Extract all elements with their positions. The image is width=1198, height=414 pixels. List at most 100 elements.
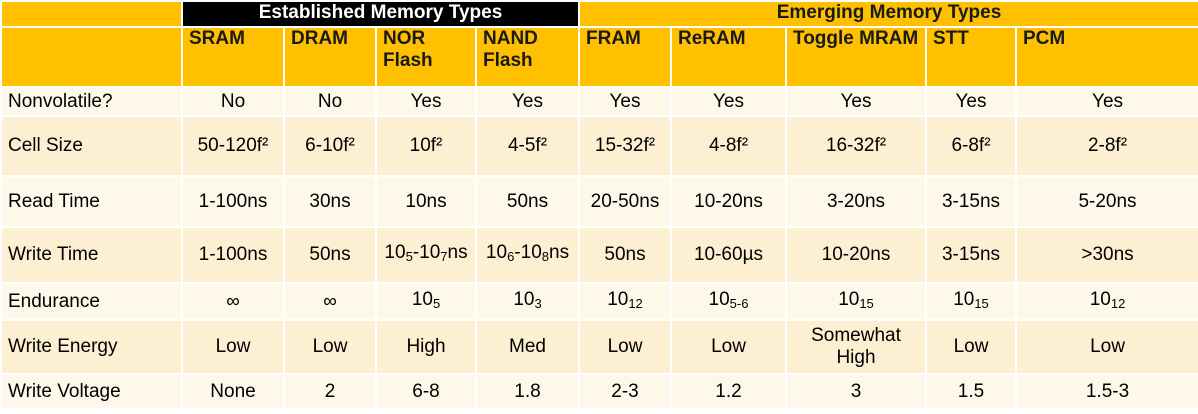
table-cell: 10-20ns bbox=[785, 226, 927, 284]
column-header: STT bbox=[925, 26, 1017, 88]
table-cell: Yes bbox=[670, 86, 787, 117]
table-cell: Low bbox=[1014, 319, 1198, 375]
table-row: Write Time 1-100ns 50ns 105-107ns 106-108ns 5… bbox=[0, 226, 1198, 284]
table-cell: Yes bbox=[375, 86, 477, 117]
table-cell: Low bbox=[925, 319, 1017, 375]
row-label: Write Time bbox=[0, 226, 183, 284]
table-cell: 16-32f² bbox=[785, 115, 927, 177]
cell-text: ns bbox=[447, 242, 468, 263]
table-cell: Yes bbox=[925, 86, 1017, 117]
table-cell: 6-10f² bbox=[283, 115, 377, 177]
table-cell: 1012 bbox=[578, 282, 672, 321]
table-cell: None bbox=[181, 373, 285, 410]
table-cell: Low bbox=[181, 319, 285, 375]
row-label: Read Time bbox=[0, 175, 183, 228]
cell-text: -10 bbox=[514, 242, 542, 263]
group-row: Established Memory Types Emerging Memory… bbox=[0, 0, 1198, 28]
cell-text: 10 bbox=[607, 288, 629, 310]
table-cell: Yes bbox=[475, 86, 580, 117]
table-cell: 1.5 bbox=[925, 373, 1017, 410]
table-cell: 10-20ns bbox=[670, 175, 787, 228]
table-cell: 1.8 bbox=[475, 373, 580, 410]
table-cell: Low bbox=[578, 319, 672, 375]
table-cell: 30ns bbox=[283, 175, 377, 228]
table-cell: 1015 bbox=[785, 282, 927, 321]
table-cell: 105-107ns bbox=[375, 226, 477, 284]
row-label: Cell Size bbox=[0, 115, 183, 177]
table-cell: 105 bbox=[375, 282, 477, 321]
exponent: 8 bbox=[541, 249, 549, 264]
table-cell: Yes bbox=[1014, 86, 1198, 117]
exponent: 6 bbox=[507, 249, 515, 264]
table-cell: 3 bbox=[785, 373, 927, 410]
table-cell: 1-100ns bbox=[181, 226, 285, 284]
cell-text: 10 bbox=[838, 288, 860, 310]
table-cell: 3-20ns bbox=[785, 175, 927, 228]
table-row: Cell Size 50-120f² 6-10f² 10f² 4-5f² 15-32f² 4… bbox=[0, 115, 1198, 177]
cell-text: 10 bbox=[708, 288, 730, 310]
exponent: 12 bbox=[628, 295, 643, 311]
column-header: PCM bbox=[1014, 26, 1198, 88]
cell-text: 10 bbox=[485, 242, 508, 263]
table-cell: 1.5-3 bbox=[1014, 373, 1198, 410]
table-cell: ∞ bbox=[181, 282, 285, 321]
group-header: Emerging Memory Types bbox=[577, 0, 1198, 28]
table-cell: 2 bbox=[283, 373, 377, 410]
column-header: FRAM bbox=[578, 26, 672, 88]
table-cell: No bbox=[283, 86, 377, 117]
column-header: SRAM bbox=[181, 26, 285, 88]
table-cell: 103 bbox=[475, 282, 580, 321]
table-cell: 10-60µs bbox=[670, 226, 787, 284]
cell-text: ns bbox=[549, 242, 570, 263]
exponent: 7 bbox=[440, 249, 448, 264]
table-cell: 6-8f² bbox=[925, 115, 1017, 177]
row-label: Write Energy bbox=[0, 319, 183, 375]
table-cell: 6-8 bbox=[375, 373, 477, 410]
table-cell: 5-20ns bbox=[1014, 175, 1198, 228]
column-header: NOR Flash bbox=[375, 26, 477, 88]
table-cell: 4-8f² bbox=[670, 115, 787, 177]
table-cell: 20-50ns bbox=[578, 175, 672, 228]
table-cell: 10f² bbox=[375, 115, 477, 177]
column-header-row: SRAM DRAM NOR Flash NAND Flash FRAM ReRAM Togg… bbox=[0, 26, 1198, 88]
table-cell: >30ns bbox=[1014, 226, 1198, 284]
table-cell: 1012 bbox=[1014, 282, 1198, 321]
exponent: 5 bbox=[405, 249, 413, 264]
row-label: Write Voltage bbox=[0, 373, 183, 410]
table-cell: 1.2 bbox=[670, 373, 787, 410]
table-cell: 1015 bbox=[925, 282, 1017, 321]
row-label: Nonvolatile? bbox=[0, 86, 183, 117]
table-cell: ∞ bbox=[283, 282, 377, 321]
cell-text: 10 bbox=[384, 242, 406, 263]
table-cell: 50ns bbox=[283, 226, 377, 284]
table-cell: 15-32f² bbox=[578, 115, 672, 177]
table-cell: 50ns bbox=[475, 175, 580, 228]
cell-text: 10 bbox=[411, 288, 433, 310]
column-header: ReRAM bbox=[670, 26, 787, 88]
table-cell: 106-108ns bbox=[475, 226, 580, 284]
table-cell: 3-15ns bbox=[925, 175, 1017, 228]
cell-text: 10 bbox=[1089, 288, 1111, 310]
exponent: 12 bbox=[1110, 295, 1126, 311]
table-cell: 105-6 bbox=[670, 282, 787, 321]
table-cell: 10ns bbox=[375, 175, 477, 228]
exponent: 15 bbox=[974, 295, 989, 311]
cell-text: -10 bbox=[412, 242, 441, 263]
table-cell: Yes bbox=[785, 86, 927, 117]
table-cell: 50ns bbox=[578, 226, 672, 284]
corner bbox=[0, 0, 183, 28]
table-cell: 4-5f² bbox=[475, 115, 580, 177]
table-cell: 1-100ns bbox=[181, 175, 285, 228]
table-cell: High bbox=[375, 319, 477, 375]
row-label: Endurance bbox=[0, 282, 183, 321]
column-header: DRAM bbox=[283, 26, 377, 88]
table-cell: No bbox=[181, 86, 285, 117]
column-header: Toggle MRAM bbox=[785, 26, 927, 88]
corner bbox=[0, 26, 183, 88]
table-cell: 2-3 bbox=[578, 373, 672, 410]
table-cell: Med bbox=[475, 319, 580, 375]
table-row: Nonvolatile? No No Yes Yes Yes Yes Yes Yes Yes bbox=[0, 86, 1198, 117]
group-header: Established Memory Types bbox=[181, 0, 580, 28]
